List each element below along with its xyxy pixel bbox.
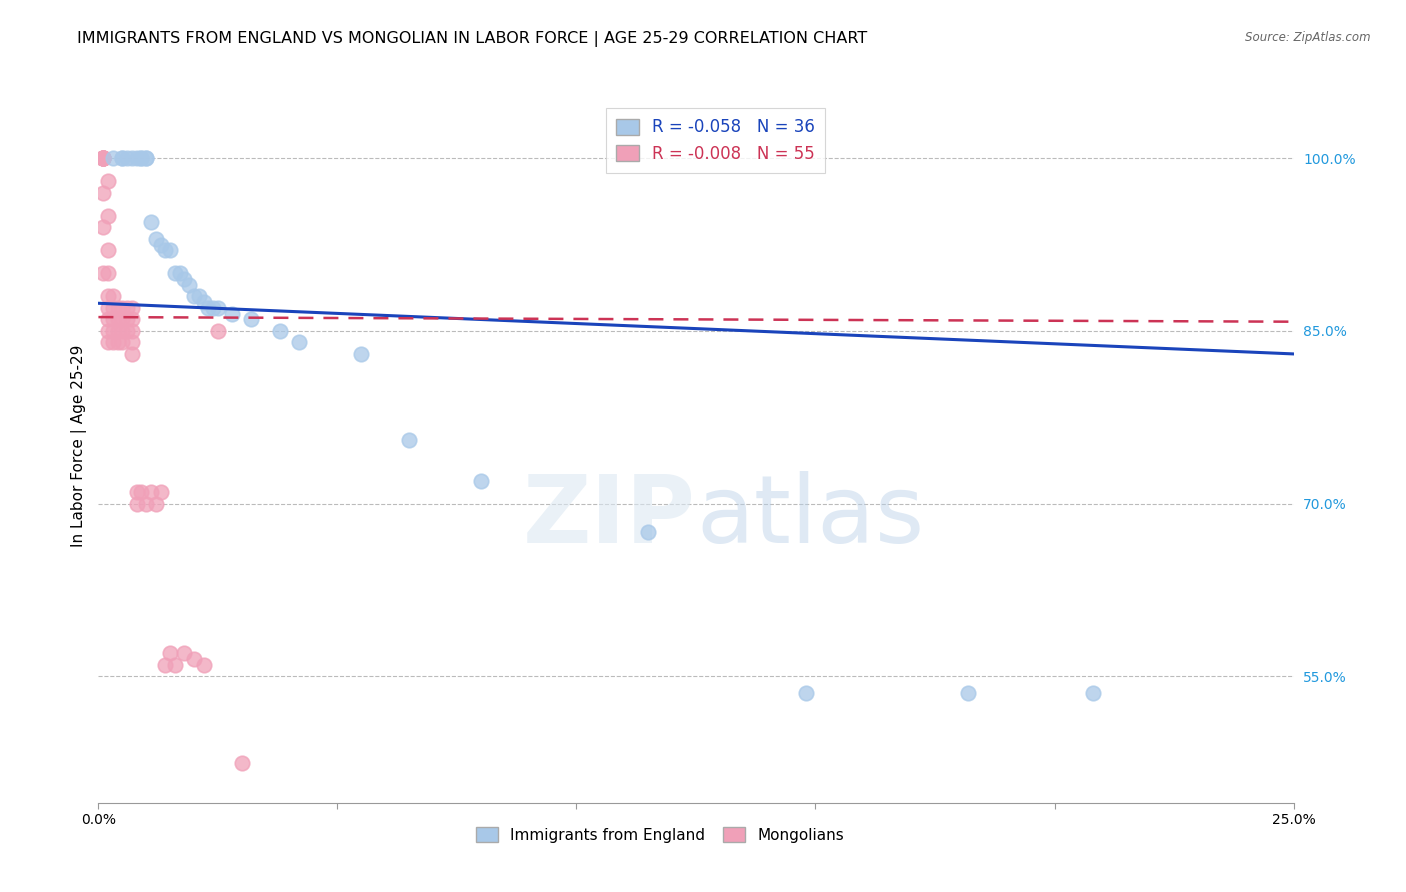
Point (91, 220, 114, 235)
Point (91, 151, 114, 165)
Point (101, 324, 124, 338)
Point (97, 289, 120, 303)
Point (139, 214, 162, 228)
Point (121, 347, 143, 361)
Point (107, 301, 129, 315)
Point (149, 237, 172, 252)
Point (135, 497, 157, 511)
Point (957, 686, 980, 700)
Point (91, 151, 114, 165)
Point (115, 301, 138, 315)
Point (125, 497, 148, 511)
Point (111, 335, 134, 350)
Point (163, 266, 186, 280)
Point (107, 335, 129, 350)
Point (173, 646, 195, 660)
Point (155, 657, 177, 672)
Point (288, 335, 311, 350)
Point (159, 244, 181, 258)
Point (97, 266, 120, 280)
Point (97, 324, 120, 338)
Point (794, 686, 817, 700)
Point (470, 474, 492, 488)
Point (173, 272, 195, 286)
Point (121, 151, 143, 165)
Point (115, 151, 138, 165)
Point (91, 151, 114, 165)
Point (169, 266, 191, 280)
Point (269, 324, 291, 338)
Point (135, 151, 157, 165)
Point (163, 657, 186, 672)
Point (179, 277, 201, 292)
Point (101, 301, 124, 315)
Point (97, 335, 120, 350)
Point (207, 324, 229, 338)
Point (107, 312, 129, 326)
Point (193, 295, 215, 310)
Point (135, 151, 157, 165)
Point (91, 186, 114, 200)
Point (97, 209, 120, 223)
Point (139, 485, 162, 500)
Point (183, 652, 205, 666)
Point (149, 485, 172, 500)
Point (159, 646, 181, 660)
Point (101, 312, 124, 326)
Point (91, 151, 114, 165)
Point (398, 434, 420, 448)
Point (131, 485, 153, 500)
Point (91, 266, 114, 280)
Point (145, 497, 167, 511)
Point (207, 301, 229, 315)
Point (187, 289, 209, 303)
Point (101, 289, 124, 303)
Point (97, 244, 120, 258)
Point (111, 312, 134, 326)
Point (111, 151, 134, 165)
Point (121, 312, 143, 326)
Point (115, 324, 138, 338)
Point (131, 151, 153, 165)
Point (145, 232, 167, 246)
Point (155, 244, 177, 258)
Y-axis label: In Labor Force | Age 25-29: In Labor Force | Age 25-29 (72, 345, 87, 547)
Point (121, 324, 143, 338)
Point (131, 151, 153, 165)
Point (97, 301, 120, 315)
Point (101, 151, 124, 165)
Text: atlas: atlas (696, 471, 924, 564)
Text: ZIP: ZIP (523, 471, 696, 564)
Point (121, 301, 143, 315)
Point (197, 301, 219, 315)
Point (1081, 686, 1104, 700)
Text: Source: ZipAtlas.com: Source: ZipAtlas.com (1246, 31, 1371, 45)
Point (97, 312, 120, 326)
Point (97, 174, 120, 188)
Point (637, 525, 659, 540)
Point (111, 151, 134, 165)
Text: IMMIGRANTS FROM ENGLAND VS MONGOLIAN IN LABOR FORCE | AGE 25-29 CORRELATION CHAR: IMMIGRANTS FROM ENGLAND VS MONGOLIAN IN … (77, 31, 868, 47)
Point (101, 335, 124, 350)
Point (183, 289, 205, 303)
Point (231, 756, 253, 770)
Point (107, 324, 129, 338)
Point (240, 312, 263, 326)
Point (111, 324, 134, 338)
Point (350, 347, 373, 361)
Point (91, 151, 114, 165)
Point (91, 151, 114, 165)
Point (125, 485, 148, 500)
Point (115, 312, 138, 326)
Point (193, 657, 215, 672)
Point (91, 151, 114, 165)
Point (221, 307, 243, 321)
Legend: Immigrants from England, Mongolians: Immigrants from England, Mongolians (471, 821, 849, 848)
Point (125, 151, 148, 165)
Point (202, 301, 225, 315)
Point (121, 335, 143, 350)
Point (111, 301, 134, 315)
